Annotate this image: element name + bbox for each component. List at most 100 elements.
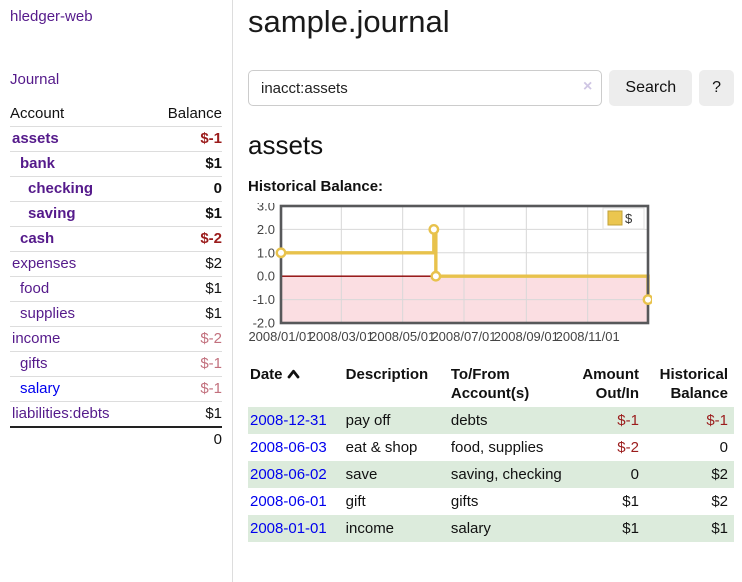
- transaction-accounts: food, supplies: [450, 439, 544, 456]
- transaction-accounts: debts: [450, 412, 488, 429]
- register-row: 2008-06-02 save saving, checking 0 $2: [248, 461, 734, 488]
- sidebar: hledger-web Journal Account Balance asse…: [0, 0, 233, 582]
- account-link[interactable]: expenses: [12, 255, 77, 272]
- accounts-table-header: Account Balance: [10, 102, 222, 127]
- account-balance: $-1: [147, 126, 222, 152]
- transaction-date-link[interactable]: 2008-06-02: [250, 466, 327, 483]
- chart-title: Historical Balance:: [248, 178, 384, 195]
- transaction-accounts: gifts: [450, 493, 479, 510]
- svg-text:2008/09/01: 2008/09/01: [494, 329, 559, 344]
- account-heading: assets: [248, 130, 324, 160]
- transaction-accounts: salary: [450, 520, 491, 537]
- svg-text:-2.0: -2.0: [253, 316, 275, 331]
- account-row: checking 0: [10, 176, 222, 202]
- account-balance: $-2: [147, 226, 222, 252]
- transaction-balance: $2: [711, 493, 728, 510]
- svg-text:-1.0: -1.0: [253, 292, 275, 307]
- svg-text:1.0: 1.0: [257, 245, 275, 260]
- account-row: assets $-1: [10, 126, 222, 152]
- account-balance: $-1: [147, 351, 222, 377]
- account-row: liabilities:debts $1: [10, 401, 222, 427]
- transaction-balance: 0: [719, 439, 728, 456]
- account-row: salary $-1: [10, 376, 222, 402]
- account-balance: $-1: [147, 376, 222, 402]
- accounts-table: Account Balance assets $-1 bank $1 checking 0…: [10, 102, 222, 452]
- transaction-description: gift: [345, 493, 366, 510]
- search-bar: × Search ?: [248, 70, 734, 106]
- account-link[interactable]: liabilities:debts: [12, 405, 110, 422]
- transaction-balance: $1: [711, 520, 728, 537]
- account-row: expenses $2: [10, 251, 222, 277]
- account-link[interactable]: checking: [28, 180, 94, 197]
- accounts-table-body: assets $-1 bank $1 checking 0 saving $1 cash $-2 e…: [10, 126, 222, 427]
- register-row: 2008-06-01 gift gifts $1 $2: [248, 488, 734, 515]
- sort-ascending-icon: [287, 365, 300, 384]
- search-input-wrap: ×: [248, 70, 603, 106]
- accounts-column-header: Account: [10, 105, 65, 122]
- account-link[interactable]: cash: [20, 230, 55, 247]
- svg-text:2008/03/01: 2008/03/01: [309, 329, 374, 344]
- account-row: bank $1: [10, 151, 222, 177]
- register-header-row: Date Description To/From Account(s) Amou…: [248, 363, 734, 407]
- account-row: cash $-2: [10, 226, 222, 252]
- search-button[interactable]: Search: [609, 70, 693, 106]
- help-button[interactable]: ?: [699, 70, 734, 106]
- register-row: 2008-06-03 eat & shop food, supplies $-2 0: [248, 434, 734, 461]
- transaction-date-link[interactable]: 2008-01-01: [250, 520, 327, 537]
- transaction-amount: $1: [622, 493, 639, 510]
- transaction-date-link[interactable]: 2008-06-01: [250, 493, 327, 510]
- account-link[interactable]: supplies: [20, 305, 76, 322]
- svg-text:2008/01/01: 2008/01/01: [248, 329, 313, 344]
- search-input[interactable]: [248, 70, 603, 106]
- accounts-column-header-register: To/From Account(s): [450, 366, 530, 402]
- svg-text:2008/11/01: 2008/11/01: [556, 329, 620, 344]
- transaction-amount: $-2: [617, 439, 639, 456]
- account-link[interactable]: bank: [20, 155, 56, 172]
- account-balance: $1: [147, 151, 222, 177]
- transaction-amount: 0: [630, 466, 639, 483]
- svg-text:0.0: 0.0: [257, 269, 275, 284]
- transaction-date-link[interactable]: 2008-06-03: [250, 439, 327, 456]
- page-title: sample.journal: [248, 4, 450, 39]
- svg-text:2008/07/01: 2008/07/01: [431, 329, 496, 344]
- description-column-header: Description: [345, 366, 429, 383]
- svg-text:3.0: 3.0: [257, 203, 275, 214]
- account-row: income $-2: [10, 326, 222, 352]
- register-table: Date Description To/From Account(s) Amou…: [248, 363, 734, 542]
- account-row: gifts $-1: [10, 351, 222, 377]
- account-row: food $1: [10, 276, 222, 302]
- transaction-balance: $-1: [706, 412, 728, 429]
- transaction-accounts: saving, checking: [450, 466, 562, 483]
- account-link[interactable]: saving: [28, 205, 76, 222]
- clear-search-icon[interactable]: ×: [583, 78, 593, 95]
- account-balance: $1: [147, 276, 222, 302]
- transaction-amount: $-1: [617, 412, 639, 429]
- transaction-description: save: [345, 466, 378, 483]
- account-balance: $-2: [147, 326, 222, 352]
- account-link[interactable]: salary: [20, 380, 61, 397]
- account-balance: $1: [147, 401, 222, 427]
- transaction-description: eat & shop: [345, 439, 418, 456]
- account-link[interactable]: food: [20, 280, 50, 297]
- accounts-total-row: 0: [10, 426, 222, 452]
- transaction-amount: $1: [622, 520, 639, 537]
- account-balance: $1: [147, 201, 222, 227]
- transaction-date-link[interactable]: 2008-12-31: [250, 412, 327, 429]
- account-balance: $1: [147, 301, 222, 327]
- balance-column-header: Balance: [167, 105, 222, 122]
- account-link[interactable]: income: [12, 330, 61, 347]
- accounts-total-value: 0: [147, 426, 222, 452]
- sidebar-item-journal[interactable]: Journal: [10, 71, 60, 88]
- account-balance: 0: [147, 176, 222, 202]
- date-column-header[interactable]: Date: [248, 363, 344, 407]
- account-balance: $2: [147, 251, 222, 277]
- transaction-description: income: [345, 520, 395, 537]
- account-link[interactable]: assets: [12, 130, 59, 147]
- historical-balance-chart: $3.0 2.0 1.0 0.0 -1.0 -2.02008/01/012008/03/0…: [248, 203, 652, 344]
- register-row: 2008-12-31 pay off debts $-1 $-1: [248, 407, 734, 434]
- main-panel: sample.journal × Search ? assets Histori…: [248, 0, 742, 542]
- account-row: saving $1: [10, 201, 222, 227]
- register-body: 2008-12-31 pay off debts $-1 $-1 2008-06-03 ea…: [248, 407, 734, 542]
- account-link[interactable]: gifts: [20, 355, 48, 372]
- brand-link[interactable]: hledger-web: [10, 8, 93, 25]
